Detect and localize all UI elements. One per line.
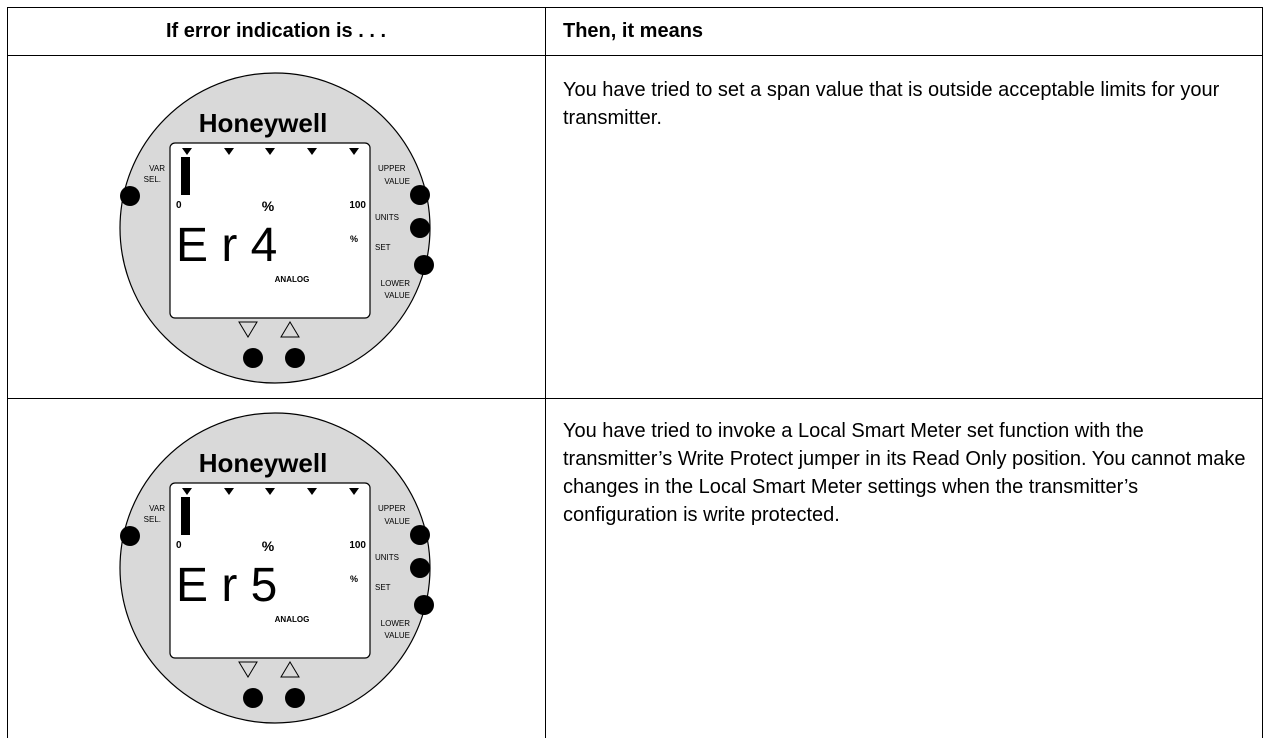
marker [349, 488, 359, 495]
scale-min: 0 [176, 540, 182, 551]
column-header: Then, it means [563, 20, 704, 42]
down-arrow [238, 661, 258, 678]
button [120, 526, 140, 546]
marker [182, 488, 192, 495]
brand: Honeywell [199, 108, 328, 138]
marker [307, 488, 317, 495]
reading: E r 4 [176, 219, 277, 272]
button-label: SET [375, 583, 391, 592]
marker [224, 488, 234, 495]
brand: Honeywell [199, 448, 328, 478]
button [243, 688, 263, 708]
rule [1262, 7, 1263, 738]
rule [545, 7, 546, 738]
down-arrow [238, 321, 258, 338]
marker [265, 488, 275, 495]
mode: ANALOG [275, 275, 310, 284]
button-label: VAR [149, 164, 165, 173]
button-label: VALUE [384, 517, 410, 526]
button-label: UPPER [378, 164, 406, 173]
button [285, 348, 305, 368]
scale-min: 0 [176, 200, 182, 211]
rule [7, 7, 1263, 8]
reading-unit: % [350, 234, 358, 244]
button-label: VALUE [384, 291, 410, 300]
marker [224, 148, 234, 155]
reading: E r 5 [176, 559, 277, 612]
meaning-text: You have tried to set a span value that … [563, 79, 1220, 129]
rule [7, 398, 1263, 399]
button-label: VALUE [384, 177, 410, 186]
column-header: If error indication is . . . [165, 20, 387, 42]
up-arrow [280, 321, 300, 338]
button [410, 558, 430, 578]
scale-unit: % [262, 538, 275, 554]
button [410, 525, 430, 545]
meaning-text: You have tried to invoke a Local Smart M… [563, 420, 1246, 526]
button [410, 185, 430, 205]
rule [7, 55, 1263, 56]
button-label: SEL. [144, 515, 161, 524]
button-label: UNITS [375, 213, 399, 222]
up-arrow [280, 661, 300, 678]
bar [181, 157, 190, 195]
button-label: UPPER [378, 504, 406, 513]
button [243, 348, 263, 368]
button [414, 595, 434, 615]
scale-max: 100 [349, 200, 366, 211]
marker [307, 148, 317, 155]
button-label: LOWER [381, 279, 411, 288]
button-label: VALUE [384, 631, 410, 640]
scale-unit: % [262, 198, 275, 214]
scale-max: 100 [349, 540, 366, 551]
button-label: SET [375, 243, 391, 252]
rule [7, 7, 8, 738]
button-label: UNITS [375, 553, 399, 562]
mode: ANALOG [275, 615, 310, 624]
button [410, 218, 430, 238]
button [285, 688, 305, 708]
button [120, 186, 140, 206]
reading-unit: % [350, 574, 358, 584]
marker [182, 148, 192, 155]
marker [265, 148, 275, 155]
button-label: VAR [149, 504, 165, 513]
marker [349, 148, 359, 155]
button-label: SEL. [144, 175, 161, 184]
meter-screen [169, 482, 371, 659]
bar [181, 497, 190, 535]
button-label: LOWER [381, 619, 411, 628]
button [414, 255, 434, 275]
meter-screen [169, 142, 371, 319]
